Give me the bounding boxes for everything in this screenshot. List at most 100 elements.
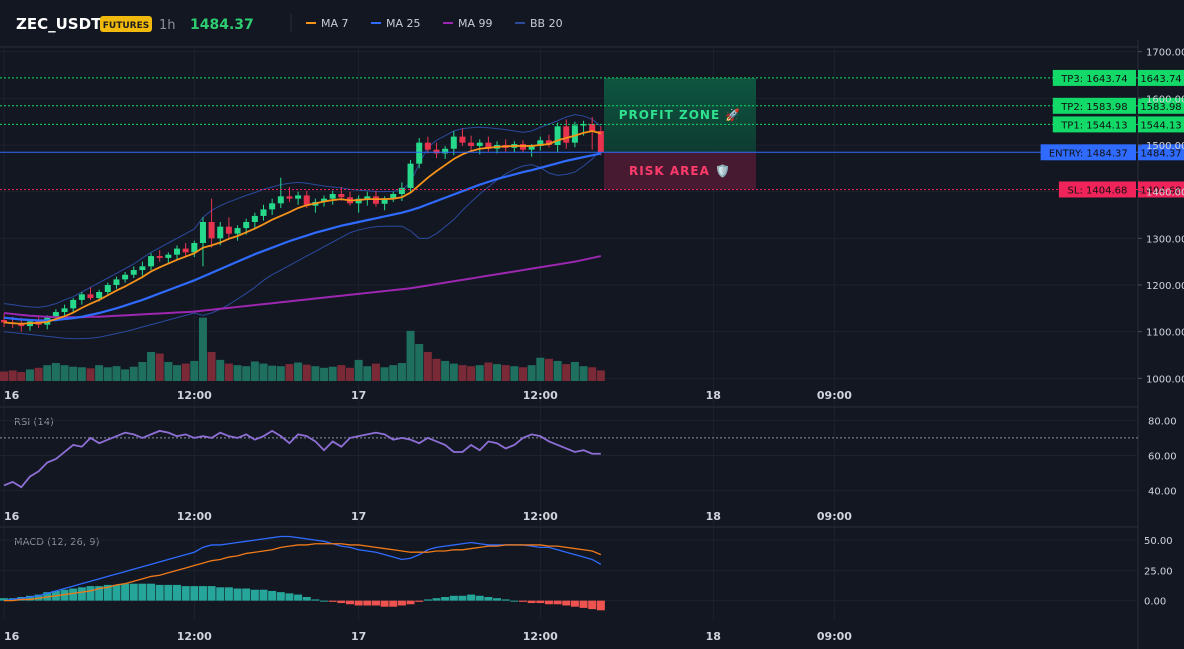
time-label-1-5: 09:00 xyxy=(817,510,852,523)
volume-bar-54 xyxy=(467,366,476,381)
risk-zone-label: RISK AREA 🛡️ xyxy=(629,164,731,178)
volume-bar-35 xyxy=(302,364,311,381)
macd-hist-bar-60 xyxy=(519,600,527,602)
volume-bar-47 xyxy=(406,330,415,381)
symbol-title[interactable]: ZEC_USDT xyxy=(16,15,102,33)
candle-46 xyxy=(398,187,405,194)
level-price-4: 1404.68 xyxy=(1140,185,1181,196)
price-tick-label-1: 1600.00 xyxy=(1146,94,1184,105)
volume-bar-63 xyxy=(544,358,553,381)
candle-42 xyxy=(364,196,371,199)
candle-45 xyxy=(390,194,397,199)
macd-hist-bar-24 xyxy=(207,586,216,601)
chart-header: ZEC_USDT FUTURES 1h 1484.37 MA 7 MA 25 MA … xyxy=(16,14,563,33)
candle-67 xyxy=(580,124,587,126)
time-label-0-4: 18 xyxy=(706,389,721,402)
level-label-box-4 xyxy=(1058,181,1136,198)
macd-hist-bar-32 xyxy=(276,592,285,601)
candle-60 xyxy=(520,144,526,150)
macd-hist-bar-26 xyxy=(224,587,233,601)
price-tick-label-4: 1300.00 xyxy=(1146,234,1184,245)
legend-item-1: MA 25 xyxy=(386,17,421,30)
volume-bar-12 xyxy=(103,367,112,381)
futures-badge-text: FUTURES xyxy=(103,21,149,31)
volume-bar-17 xyxy=(147,351,156,381)
rsi-pane: RSI (14) 80.00 60.00 40.00 xyxy=(0,416,1177,498)
current-price: 1484.37 xyxy=(190,17,254,33)
macd-hist-bar-48 xyxy=(415,600,424,602)
volume-bar-25 xyxy=(216,359,225,381)
candle-19 xyxy=(165,254,172,258)
level-price-box-2 xyxy=(1138,116,1184,133)
candle-50 xyxy=(433,149,440,154)
macd-hist-bar-38 xyxy=(328,600,337,602)
level-label-3: ENTRY: 1484.37 xyxy=(1049,148,1128,159)
volume-bar-33 xyxy=(285,364,294,381)
candle-31 xyxy=(269,203,276,210)
candle-62 xyxy=(537,140,544,146)
macd-hist-bar-62 xyxy=(536,600,545,604)
volume-bar-50 xyxy=(432,358,441,381)
volume-bar-53 xyxy=(458,365,467,381)
macd-hist-bar-56 xyxy=(484,597,493,601)
volume-bar-38 xyxy=(328,366,337,381)
macd-hist-bar-35 xyxy=(302,597,311,601)
candle-10 xyxy=(87,294,94,299)
level-label-box-3 xyxy=(1040,144,1136,161)
macd-hist-bar-47 xyxy=(406,600,415,605)
volume-bar-69 xyxy=(596,370,605,381)
timeframe-label[interactable]: 1h xyxy=(159,18,176,33)
volume-bars xyxy=(0,317,605,381)
level-label-0: TP3: 1643.74 xyxy=(1060,74,1127,85)
candle-48 xyxy=(416,142,423,164)
time-label-2-4: 18 xyxy=(706,630,721,643)
candle-29 xyxy=(251,215,258,222)
legend-item-2: MA 99 xyxy=(458,17,493,30)
risk-zone xyxy=(604,152,756,190)
candle-38 xyxy=(329,194,336,199)
volume-bar-44 xyxy=(380,367,389,381)
candle-13 xyxy=(113,279,120,285)
ma7-line xyxy=(3,130,602,325)
volume-bar-3 xyxy=(25,369,34,381)
rsi-line xyxy=(3,429,601,489)
time-label-0-1: 12:00 xyxy=(177,389,212,402)
trade-zones: PROFIT ZONE 🚀 RISK AREA 🛡️ xyxy=(604,77,756,190)
macd-hist-bar-63 xyxy=(544,600,553,605)
volume-bar-14 xyxy=(121,369,130,381)
time-label-0-0: 16 xyxy=(4,389,20,402)
volume-bar-21 xyxy=(181,363,190,381)
time-label-1-0: 16 xyxy=(4,510,20,523)
macd-hist-bar-18 xyxy=(155,584,164,601)
candle-64 xyxy=(554,126,561,145)
volume-bar-56 xyxy=(484,362,493,381)
candle-47 xyxy=(407,163,414,188)
macd-hist-bar-45 xyxy=(389,600,398,607)
candle-44 xyxy=(381,198,388,204)
macd-hist-bar-23 xyxy=(198,586,207,601)
volume-bar-10 xyxy=(86,368,95,381)
level-label-box-1 xyxy=(1052,97,1136,114)
indicator-legend: MA 7 MA 25 MA 99 BB 20 xyxy=(306,17,563,30)
macd-tick-label-0: 50.00 xyxy=(1144,536,1173,547)
volume-bar-39 xyxy=(337,365,346,381)
macd-hist-bar-28 xyxy=(242,588,251,601)
candle-0 xyxy=(1,320,7,323)
bb-lower-line xyxy=(3,149,602,340)
volume-bar-5 xyxy=(43,365,52,381)
volume-bar-62 xyxy=(536,357,545,381)
candle-16 xyxy=(139,266,146,271)
level-price-box-1 xyxy=(1138,97,1184,114)
volume-bar-22 xyxy=(190,360,199,381)
rsi-tick-label-0: 80.00 xyxy=(1148,416,1177,427)
macd-hist-bar-65 xyxy=(562,600,571,606)
volume-bar-20 xyxy=(173,365,181,381)
volume-bar-16 xyxy=(138,361,147,381)
macd-hist-bar-34 xyxy=(294,594,303,601)
level-label-2: TP1: 1544.13 xyxy=(1060,120,1127,131)
candle-2 xyxy=(18,323,25,327)
price-axis[interactable]: 1700.00 1600.00 1500.00 1400.00 1300.00 1200.… xyxy=(1138,48,1184,386)
level-price-box-3 xyxy=(1138,144,1184,161)
macd-title: MACD (12, 26, 9) xyxy=(14,537,100,548)
